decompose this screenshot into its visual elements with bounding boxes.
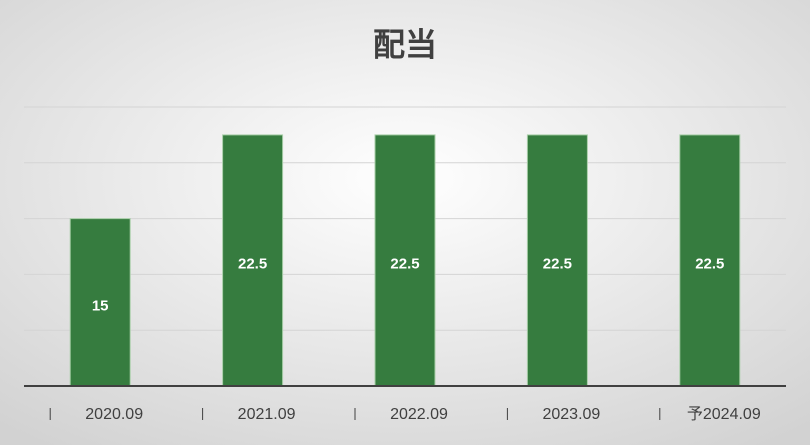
x-tick-label: 2023.09 [542,406,600,423]
chart-title: 配当 [373,26,437,62]
x-tick-label: 2020.09 [85,406,143,423]
x-tick-label: 2022.09 [390,406,448,423]
value-label: 15 [92,297,109,314]
bar [69,218,131,387]
value-label: 22.5 [695,255,724,272]
bar [222,134,284,387]
bar [679,134,741,387]
x-tick-label: 2021.09 [238,406,296,423]
value-label: 22.5 [238,255,267,272]
value-label: 22.5 [390,255,419,272]
bar [374,134,436,387]
x-tick-label: 予2024.09 [687,405,761,423]
bar [526,134,588,387]
value-label: 22.5 [543,255,572,272]
